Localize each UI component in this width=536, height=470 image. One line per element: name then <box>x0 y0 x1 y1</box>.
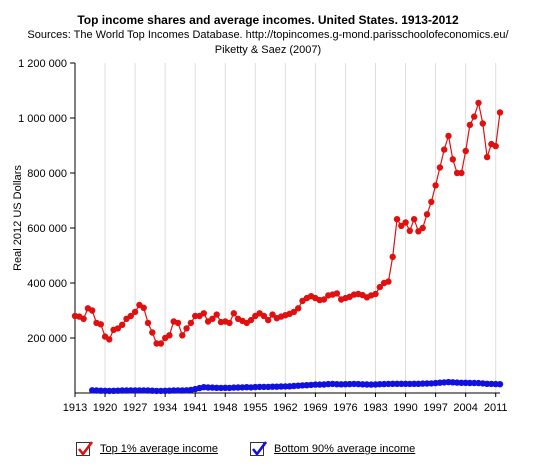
checkbox-checked-icon[interactable] <box>76 441 93 457</box>
y-tick-label: 400 000 <box>27 278 67 290</box>
data-point <box>419 224 426 232</box>
data-point <box>149 329 156 336</box>
x-tick-label: 1955 <box>243 402 267 414</box>
data-point <box>436 164 444 171</box>
x-tick-label: 1997 <box>423 402 447 414</box>
data-point <box>458 169 465 177</box>
data-point <box>166 332 173 339</box>
data-point <box>496 381 504 388</box>
chart-source-line1: Sources: The World Top Incomes Database.… <box>27 29 509 41</box>
data-point <box>475 99 482 107</box>
data-point <box>209 315 216 322</box>
data-point <box>174 319 182 327</box>
legend-label-bottom90: Bottom 90% average income <box>274 443 416 455</box>
data-point <box>449 156 456 163</box>
x-tick-label: 1962 <box>273 402 297 414</box>
data-point <box>140 304 147 311</box>
x-tick-label: 1969 <box>303 402 327 414</box>
data-point <box>445 132 452 140</box>
x-tick-label: 1913 <box>63 402 87 414</box>
data-point <box>410 216 418 223</box>
y-axis-label: Real 2012 US Dollars <box>12 165 24 271</box>
data-point <box>466 121 474 129</box>
data-point <box>265 316 272 324</box>
data-point <box>483 153 491 161</box>
data-point <box>333 290 341 297</box>
data-point <box>127 312 134 320</box>
data-point <box>479 120 486 127</box>
y-tick-label: 1 000 000 <box>18 113 67 125</box>
y-tick-label: 200 000 <box>27 333 67 345</box>
data-point <box>230 310 237 317</box>
x-tick-label: 1927 <box>123 402 147 414</box>
data-point <box>471 113 478 120</box>
data-point <box>187 319 195 327</box>
data-point <box>213 311 220 318</box>
data-point <box>402 219 409 226</box>
data-point <box>376 283 383 291</box>
data-point <box>428 198 435 206</box>
data-point <box>492 142 499 150</box>
data-point <box>183 325 190 332</box>
legend-label-top1: Top 1% average income <box>100 443 219 455</box>
data-point <box>114 325 122 332</box>
data-point <box>462 147 469 155</box>
data-point <box>406 227 413 234</box>
y-tick-label: 1 200 000 <box>18 58 67 70</box>
x-tick-label: 2011 <box>484 402 508 414</box>
chart-title: Top income shares and average incomes. U… <box>77 13 459 27</box>
data-point <box>80 315 87 322</box>
data-point <box>200 310 207 317</box>
x-tick-label: 2004 <box>453 402 477 414</box>
data-point <box>385 278 392 285</box>
data-point <box>144 319 152 327</box>
data-point <box>97 321 105 328</box>
x-tick-label: 1948 <box>213 402 237 414</box>
x-tick-label: 1976 <box>333 402 357 414</box>
data-point <box>441 146 448 153</box>
checkbox-checked-icon[interactable] <box>250 441 267 457</box>
data-point <box>496 109 504 116</box>
y-tick-label: 800 000 <box>27 168 67 180</box>
data-point <box>131 308 139 316</box>
data-point <box>290 308 298 316</box>
legend-item-top1[interactable]: Top 1% average income <box>76 440 218 458</box>
data-point <box>179 332 186 339</box>
x-tick-label: 1983 <box>363 402 387 414</box>
data-point <box>157 340 165 347</box>
data-point <box>269 311 276 318</box>
data-point <box>106 336 113 343</box>
data-point <box>247 316 255 324</box>
x-tick-label: 1941 <box>183 402 207 414</box>
x-tick-label: 1990 <box>393 402 417 414</box>
data-point <box>295 305 302 312</box>
data-point <box>389 253 396 261</box>
data-point <box>89 307 96 314</box>
data-point <box>226 319 233 327</box>
legend-item-bottom90[interactable]: Bottom 90% average income <box>250 440 415 458</box>
data-point <box>372 290 379 298</box>
data-point <box>260 312 268 320</box>
chart-source-line2: Piketty & Saez (2007) <box>214 44 322 56</box>
data-point <box>320 296 328 303</box>
data-point <box>119 321 126 328</box>
data-point <box>432 182 439 189</box>
data-point <box>393 216 401 223</box>
x-tick-label: 1920 <box>93 402 117 414</box>
x-tick-label: 1934 <box>153 402 177 414</box>
y-tick-label: 600 000 <box>27 223 67 235</box>
data-point <box>423 211 431 218</box>
